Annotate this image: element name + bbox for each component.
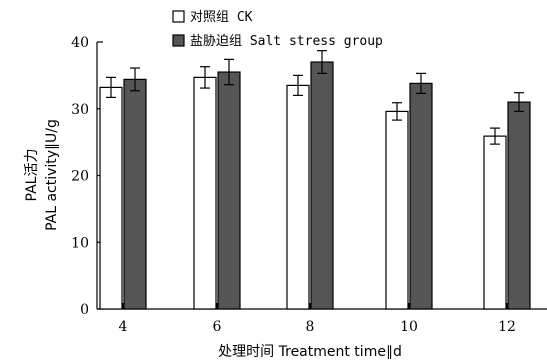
legend-label-salt: 盐胁迫组 Salt stress group xyxy=(190,34,383,49)
bar-salt-stress xyxy=(217,71,241,310)
y-tick-label: 20 xyxy=(71,169,89,185)
y-axis-title-cn: PAL活力 xyxy=(24,149,40,202)
bar-ck xyxy=(483,135,507,310)
x-tick-label: 4 xyxy=(119,319,128,335)
legend-label-ck: 对照组 CK xyxy=(190,10,253,25)
bar-ck xyxy=(193,76,217,310)
y-axis-title-en: PAL activity∥U/g xyxy=(44,119,60,231)
bar-salt-stress xyxy=(310,61,334,310)
bar-ck xyxy=(286,84,310,310)
y-ticks: 0 10 20 30 40 xyxy=(71,35,103,318)
legend-swatch-ck xyxy=(172,10,185,23)
legend: 对照组 CK 盐胁迫组 Salt stress group xyxy=(172,10,383,49)
bar-salt-stress xyxy=(409,82,433,310)
x-tick-label: 8 xyxy=(306,319,315,335)
x-tick-label: 6 xyxy=(213,319,222,335)
x-axis-title: 处理时间 Treatment time∥d xyxy=(218,344,402,360)
y-tick-label: 10 xyxy=(71,235,89,251)
x-tick-label: 12 xyxy=(498,319,516,335)
y-tick-label: 30 xyxy=(71,102,89,118)
y-tick-label: 40 xyxy=(71,35,89,51)
y-tick-label: 0 xyxy=(80,302,89,318)
bar-ck xyxy=(385,110,409,310)
bar-salt-stress xyxy=(507,101,531,310)
bars xyxy=(99,50,531,310)
legend-swatch-salt xyxy=(172,34,185,47)
bar-ck xyxy=(99,86,123,310)
x-ticks: 4 6 8 10 12 xyxy=(119,303,516,335)
bar-salt-stress xyxy=(123,78,147,310)
x-tick-label: 10 xyxy=(400,319,418,335)
